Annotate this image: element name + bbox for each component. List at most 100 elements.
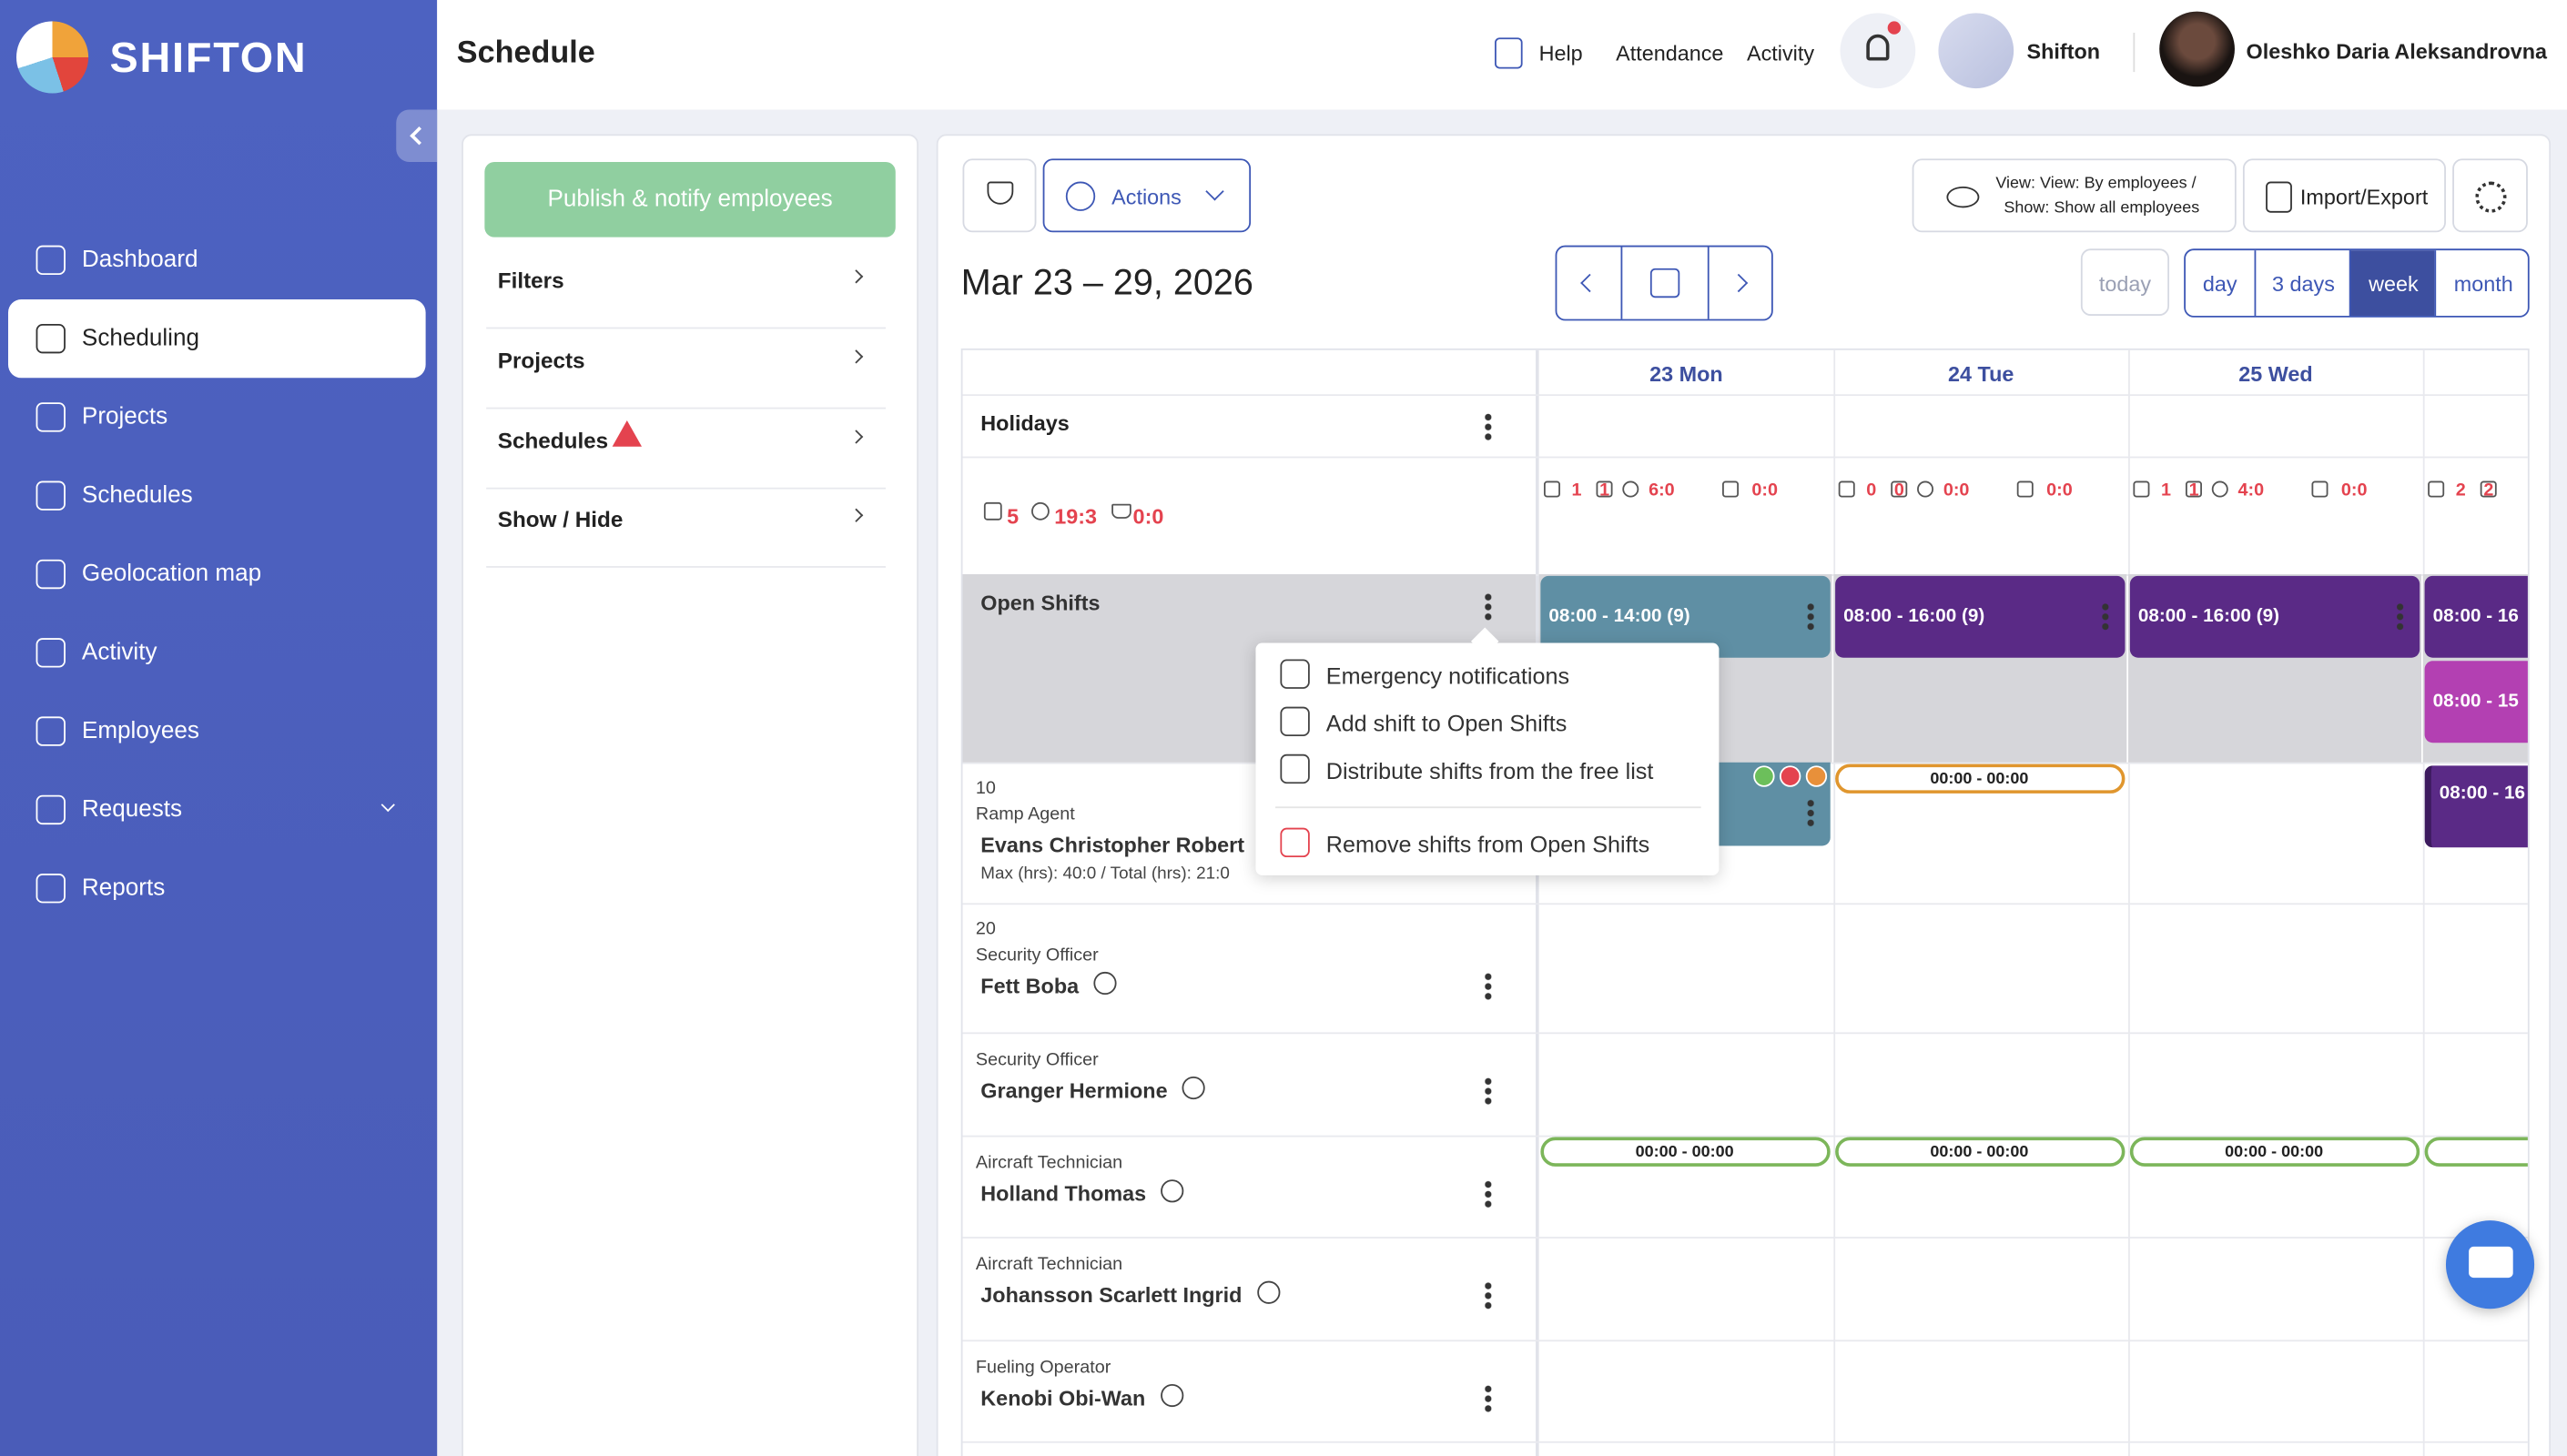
shift-time: 00:00 - 00:00	[1930, 1143, 2029, 1162]
nav-icon	[36, 559, 66, 590]
row-menu[interactable]	[1485, 1179, 1492, 1209]
view-option[interactable]: week	[2349, 250, 2435, 316]
publish-button[interactable]: Publish & notify employees	[484, 161, 896, 238]
chat-button[interactable]	[2445, 1220, 2535, 1309]
day-stat: 0:0	[2046, 480, 2073, 501]
user-name[interactable]: Oleshko Daria Aleksandrovna	[2246, 39, 2548, 65]
row-divider	[962, 903, 2528, 905]
left-panel: Publish & notify employees Filters Projec…	[462, 134, 918, 1456]
menu-label: Emergency notifications	[1325, 662, 1570, 689]
shift-outline[interactable]: 00:00 - 00:00	[1835, 763, 2126, 794]
panel-item[interactable]: Show / Hide	[486, 490, 886, 568]
column-divider	[1833, 349, 1836, 1456]
next-button[interactable]	[1729, 273, 1749, 293]
company-avatar[interactable]	[1938, 13, 2014, 89]
employee-name[interactable]: Granger Hermione	[980, 1077, 1168, 1103]
collapse-button[interactable]	[396, 109, 438, 162]
company-name[interactable]: Shifton	[2026, 39, 2101, 65]
shift-menu[interactable]	[2102, 602, 2109, 632]
employee-name[interactable]: Holland Thomas	[980, 1181, 1147, 1206]
menu-item[interactable]: Emergency notifications	[1255, 654, 1719, 697]
notifications-button[interactable]	[1840, 13, 1916, 89]
nav-item[interactable]: Dashboard	[8, 221, 426, 299]
shift-outline[interactable]: 00:00 - 00:00	[1835, 1137, 2126, 1167]
row-divider	[962, 1340, 2528, 1342]
shift-block[interactable]: 08:00 - 16:00 (9)	[1835, 575, 2126, 658]
shift-menu[interactable]	[1807, 798, 1814, 828]
nav-item[interactable]: Projects	[8, 378, 426, 456]
row-menu[interactable]	[1485, 1076, 1492, 1107]
shift-block[interactable]: 08:00 - 15	[2424, 661, 2528, 743]
import-export-button[interactable]: Import/Export	[2242, 158, 2446, 233]
row-menu[interactable]	[1485, 971, 1492, 1002]
row-menu[interactable]	[1485, 1280, 1492, 1311]
user-avatar[interactable]	[2159, 11, 2235, 87]
shift-block[interactable]: 08:00 - 16	[2424, 575, 2528, 658]
plus-icon	[1065, 181, 1096, 211]
panel-item-label: Schedules	[497, 428, 609, 453]
shift-block[interactable]: 08:00 - 16:00 (9)	[2129, 575, 2420, 658]
today-button[interactable]: today	[2080, 248, 2170, 316]
nav-item[interactable]: Activity	[8, 613, 426, 692]
nav-label: Activity	[81, 639, 157, 666]
stat-icon	[2480, 480, 2497, 498]
nav-item[interactable]: Requests	[8, 771, 426, 849]
menu-icon	[1280, 753, 1310, 784]
shift-outline[interactable]: 00:00 - 00:00	[1540, 1137, 1831, 1167]
shift-outline[interactable]: 0	[2424, 1137, 2528, 1167]
filter-button[interactable]	[962, 158, 1037, 233]
employee-name[interactable]: Evans Christopher Robert	[980, 833, 1245, 858]
brand: SHIFTON	[109, 32, 308, 82]
shift-menu[interactable]	[2397, 602, 2404, 632]
activity-link[interactable]: Activity	[1746, 40, 1815, 66]
panel-item[interactable]: Schedules	[486, 410, 886, 489]
row-menu[interactable]	[1485, 1383, 1492, 1414]
nav-icon	[36, 323, 66, 354]
employee-name[interactable]: Fett Boba	[980, 973, 1080, 998]
employee-name[interactable]: Johansson Scarlett Ingrid	[980, 1282, 1243, 1308]
panel-item[interactable]: Filters	[486, 250, 886, 329]
nav-item[interactable]: Scheduling	[7, 298, 426, 379]
view-option-label: month	[2453, 271, 2513, 297]
day-stat: 0:0	[2340, 480, 2368, 501]
menu-item[interactable]: Add shift to Open Shifts	[1255, 702, 1719, 744]
employee-hours: Max (hrs): 40:0 / Total (hrs): 21:0	[980, 864, 1230, 884]
employee-name[interactable]: Kenobi Obi-Wan	[980, 1385, 1146, 1410]
day-stat: 1	[1599, 480, 1610, 501]
row-menu[interactable]	[1485, 592, 1492, 622]
nav-item[interactable]: Schedules	[8, 457, 426, 535]
info-icon	[1160, 1383, 1183, 1408]
attendance-link[interactable]: Attendance	[1616, 40, 1724, 66]
calendar-button[interactable]	[1649, 268, 1680, 298]
view-line-2: Show: Show all employees	[2004, 199, 2200, 218]
sidebar: SHIFTON Dashboard Scheduling Projects Sched…	[0, 0, 438, 1456]
view-option[interactable]: 3 days	[2254, 250, 2349, 316]
menu-item[interactable]: Remove shifts from Open Shifts	[1255, 823, 1719, 865]
view-button[interactable]: View: View: By employees / Show: Show al…	[1912, 158, 2237, 233]
day-stat: 6:0	[1649, 480, 1675, 501]
menu-item[interactable]: Distribute shifts from the free list	[1255, 749, 1719, 792]
previous-button[interactable]	[1580, 273, 1599, 293]
nav-icon	[36, 245, 66, 276]
settings-button[interactable]	[2452, 158, 2528, 233]
row-menu[interactable]	[1485, 412, 1492, 442]
help-link[interactable]: Help	[1538, 40, 1583, 66]
nav-item[interactable]: Geolocation map	[8, 535, 426, 613]
nav-item[interactable]: Employees	[8, 692, 426, 770]
summary-icon	[983, 501, 1002, 521]
actions-button[interactable]: Actions	[1042, 158, 1252, 233]
nav-item[interactable]: Reports	[8, 849, 426, 927]
shift-time: 00:00 - 00:00	[1635, 1143, 1734, 1162]
shift-menu[interactable]	[1807, 602, 1814, 632]
nav-label: Scheduling	[81, 325, 199, 352]
row-divider	[962, 394, 2528, 397]
shift-outline[interactable]: 00:00 - 00:00	[2129, 1137, 2420, 1167]
row-divider	[962, 1032, 2528, 1035]
view-option[interactable]: month	[2434, 250, 2528, 316]
stat-icon	[2428, 480, 2445, 498]
view-option[interactable]: day	[2186, 250, 2255, 316]
info-icon	[1182, 1076, 1205, 1100]
panel-item[interactable]: Projects	[486, 329, 886, 409]
shift-block[interactable]: 08:00 - 16	[2424, 765, 2528, 848]
